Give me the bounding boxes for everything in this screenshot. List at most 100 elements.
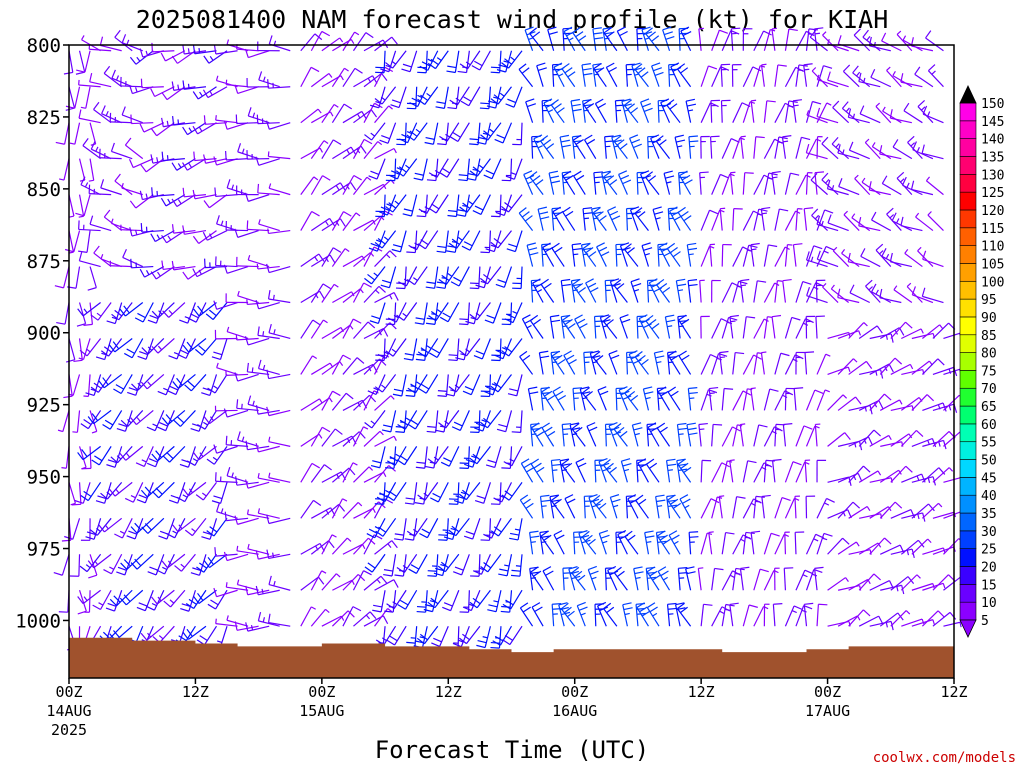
wind-barb [629,206,641,231]
wind-barb [68,482,77,506]
wind-barb [81,446,92,470]
wind-barb [469,266,481,290]
wind-barb [562,170,576,195]
wind-barb [763,316,773,339]
wind-barb [110,142,133,160]
wind-barb [195,481,217,501]
wind-barb [816,107,839,124]
wind-barb [234,372,259,382]
wind-barb [603,171,618,195]
wind-barb [763,603,770,627]
colorbar-cell [959,280,977,300]
wind-barb [256,114,280,125]
wind-barb [774,352,790,375]
wind-barb [700,603,713,627]
wind-barb [459,50,481,70]
wind-barb [342,31,360,52]
wind-barb [634,350,649,375]
wind-barb [363,575,388,591]
wind-barb [771,314,782,339]
wind-barb [816,209,834,231]
wind-barb [608,350,620,375]
wind-barb [438,410,460,429]
wind-barb [848,360,873,375]
wind-barb [80,410,102,430]
wind-barb [78,220,101,232]
wind-barb [572,387,583,411]
wind-barb [688,135,699,159]
wind-barb [530,566,544,591]
wind-barb [102,410,123,430]
wind-barb [529,314,544,339]
wind-barb [869,393,892,411]
wind-barb [459,302,470,326]
wind-barb [677,206,692,231]
wind-barb [89,517,112,536]
wind-barb [186,446,207,466]
wind-barb [438,266,460,286]
wind-barb [921,502,943,519]
wind-barb [721,387,734,411]
wind-barb [538,350,550,375]
wind-barb [795,136,811,159]
wind-barb [255,443,280,453]
wind-barb [592,494,607,519]
wind-barb [498,554,513,577]
wind-barb [588,494,601,519]
colorbar-cell [959,512,977,532]
wind-barb [541,422,556,447]
wind-barb [204,258,228,269]
wind-barb [380,266,397,289]
wind-barb [237,290,259,304]
wind-barb [310,570,327,591]
wind-barb [150,86,175,98]
colorbar-label: 135 [981,150,1004,165]
wind-barb [182,187,207,198]
wind-barb [803,207,814,231]
wind-barb [193,589,217,604]
wind-barb [225,220,249,232]
wind-barb [531,602,544,627]
wind-barb [207,374,228,394]
wind-barb [496,410,513,433]
wind-barb [480,122,502,141]
wind-barb [123,338,144,359]
wind-barb [784,461,802,483]
wind-barb [618,386,632,411]
wind-barb [331,67,349,88]
y-tick-label: 900 [27,323,61,345]
wind-barb [628,350,642,375]
wind-barb [78,79,101,88]
colorbar-cell [959,298,977,318]
wind-barb [562,567,573,591]
wind-barb [374,66,394,88]
wind-barb [300,108,322,124]
wind-barb [869,477,893,483]
wind-barb [837,288,860,304]
wind-barb [890,610,911,627]
colorbar-label: 145 [981,115,1004,130]
colorbar-label: 50 [981,454,997,469]
wind-barb [485,446,502,469]
wind-barb [843,210,860,231]
wind-barb [830,284,850,303]
wind-barb [383,554,397,577]
wind-barb [592,207,607,231]
wind-barb [760,63,767,87]
wind-barb [540,135,555,160]
wind-barb [536,62,547,87]
wind-barb [387,302,407,323]
wind-barb [300,576,325,591]
wind-barb [784,605,803,627]
wind-barb [342,174,362,195]
wind-barb [469,302,491,321]
wind-barb [193,151,217,162]
wind-barb [460,86,481,107]
wind-barb [257,359,280,376]
x-tick-label: 00Z [308,683,335,701]
wind-barb [619,314,631,339]
wind-barb [93,101,112,124]
wind-barb [419,518,439,539]
wind-barb [889,109,912,124]
wind-barb [215,115,238,124]
